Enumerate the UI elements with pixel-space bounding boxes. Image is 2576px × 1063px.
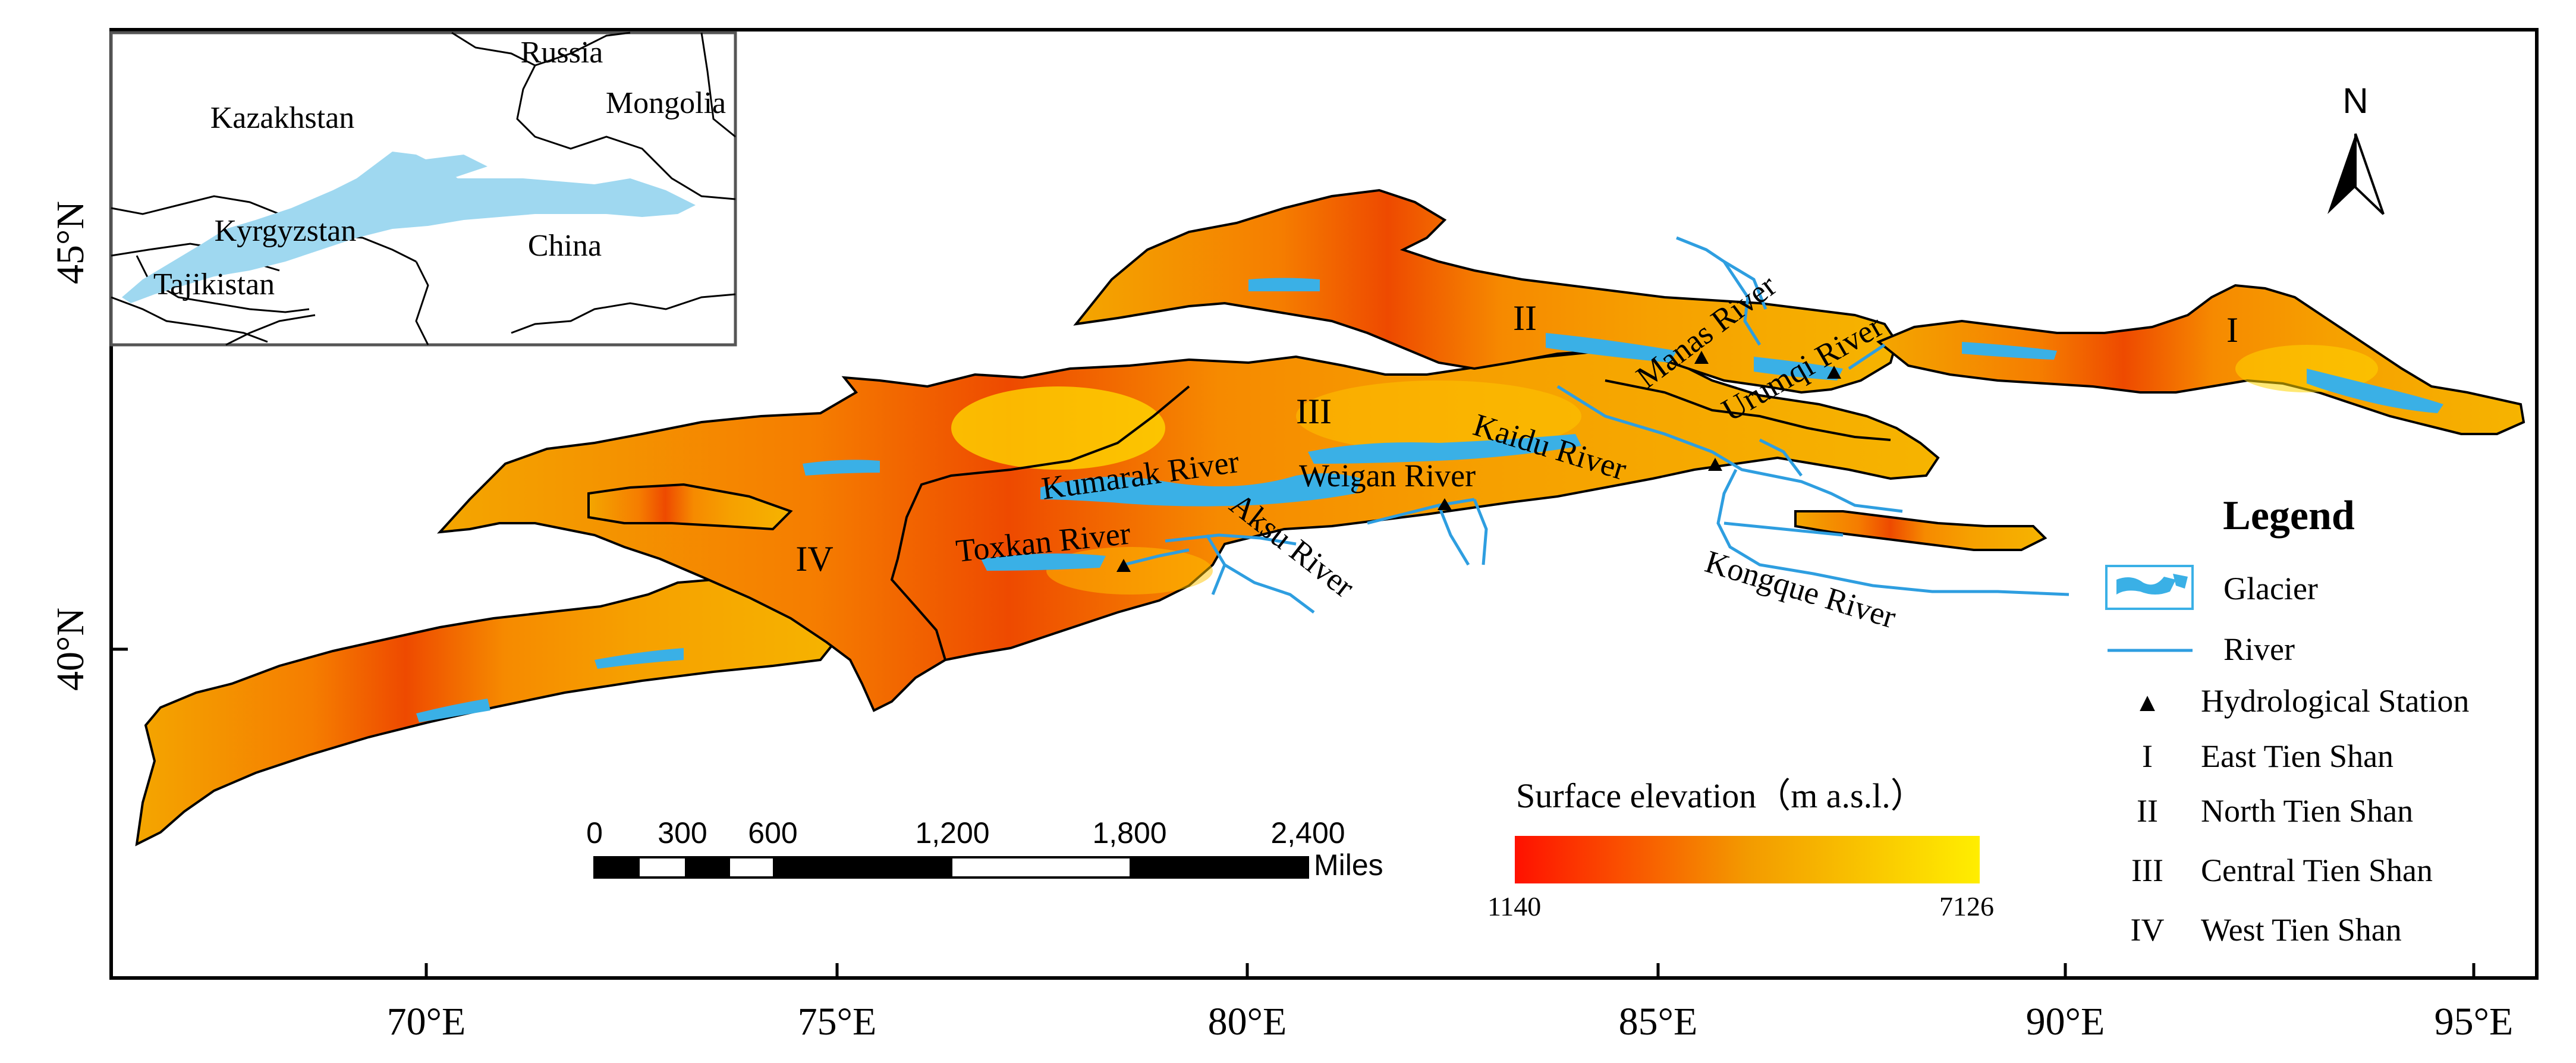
legend-label-river: River xyxy=(2223,631,2295,667)
north-arrow-label: N xyxy=(2342,81,2368,121)
legend-label-glacier: Glacier xyxy=(2223,571,2318,606)
legend-symbol-west: IV xyxy=(2131,912,2165,948)
river-network xyxy=(1123,236,2069,614)
legend-item-central: III Central Tien Shan xyxy=(2131,853,2433,888)
legend-label-station: Hydrological Station xyxy=(2201,683,2469,719)
colorbar: Surface elevation（m a.s.l.） 1140 7126 xyxy=(1487,776,1994,922)
river-label-weigan: Weigan River xyxy=(1299,458,1476,493)
inset-label-tajikistan: Tajikistan xyxy=(153,268,275,301)
glacier-patches xyxy=(416,278,2443,722)
lon-tick-80: 80°E xyxy=(1208,1000,1287,1043)
region-label-iii: III xyxy=(1296,392,1332,431)
legend-symbol-central: III xyxy=(2131,853,2163,888)
inset-label-russia: Russia xyxy=(521,36,603,70)
scale-label-1800: 1,800 xyxy=(1092,816,1166,850)
station-toxkan xyxy=(1116,559,1131,572)
scale-label-1200: 1,200 xyxy=(915,816,989,850)
station-manas xyxy=(1694,351,1709,364)
terrain-southeast xyxy=(1794,510,2047,551)
lon-tick-95: 95°E xyxy=(2435,1000,2514,1043)
scale-unit: Miles xyxy=(1314,848,1383,882)
legend: Legend Glacier River ▲ Hydrological Stat… xyxy=(2105,493,2469,948)
scale-bar: 0 300 600 1,200 1,800 2,400 Miles xyxy=(586,816,1383,882)
region-label-i: I xyxy=(2226,310,2238,350)
legend-label-north: North Tien Shan xyxy=(2201,793,2413,829)
inset-label-mongolia: Mongolia xyxy=(606,86,726,120)
legend-item-north: II North Tien Shan xyxy=(2137,793,2413,829)
lon-tick-90: 90°E xyxy=(2026,1000,2105,1043)
legend-label-west: West Tien Shan xyxy=(2201,912,2402,948)
colorbar-ramp xyxy=(1515,836,1980,883)
lon-tick-85: 85°E xyxy=(1619,1000,1698,1043)
scale-label-600: 600 xyxy=(748,816,797,850)
region-label-ii: II xyxy=(1513,298,1537,338)
lat-tick-40: 40°N xyxy=(49,608,92,691)
colorbar-min: 1140 xyxy=(1487,891,1541,922)
legend-item-east: I East Tien Shan xyxy=(2142,738,2393,774)
legend-item-river: River xyxy=(2108,631,2295,667)
legend-label-central: Central Tien Shan xyxy=(2201,853,2433,888)
legend-item-glacier: Glacier xyxy=(2105,565,2318,610)
legend-symbol-station: ▲ xyxy=(2134,688,2160,717)
lon-tick-70: 70°E xyxy=(387,1000,466,1043)
scale-label-2400: 2,400 xyxy=(1270,816,1345,850)
legend-title: Legend xyxy=(2223,493,2355,539)
lat-tick-45: 45°N xyxy=(49,201,92,284)
inset-label-kyrgyzstan: Kyrgyzstan xyxy=(215,214,357,248)
station-urumqi xyxy=(1827,366,1841,379)
inset-label-kazakhstan: Kazakhstan xyxy=(210,101,355,135)
lon-tick-75: 75°E xyxy=(798,1000,877,1043)
colorbar-title: Surface elevation（m a.s.l.） xyxy=(1516,776,1925,815)
colorbar-max: 7126 xyxy=(1939,891,1994,922)
legend-item-west: IV West Tien Shan xyxy=(2131,912,2402,948)
hydrological-stations xyxy=(1116,351,1841,572)
scale-label-300: 300 xyxy=(658,816,707,850)
legend-symbol-north: II xyxy=(2137,793,2158,829)
station-kaidu xyxy=(1708,458,1722,471)
scale-label-0: 0 xyxy=(586,816,603,850)
inset-label-china: China xyxy=(528,229,602,263)
station-weigan xyxy=(1438,498,1452,510)
inset-map: Russia Kazakhstan Mongolia Kyrgyzstan Ch… xyxy=(109,31,737,347)
north-arrow: N xyxy=(2327,81,2385,215)
legend-symbol-east: I xyxy=(2142,738,2153,774)
terrain-west-spur xyxy=(587,483,793,531)
region-label-iv: IV xyxy=(795,539,833,578)
legend-item-station: ▲ Hydrological Station xyxy=(2134,683,2469,719)
legend-label-east: East Tien Shan xyxy=(2201,738,2393,774)
